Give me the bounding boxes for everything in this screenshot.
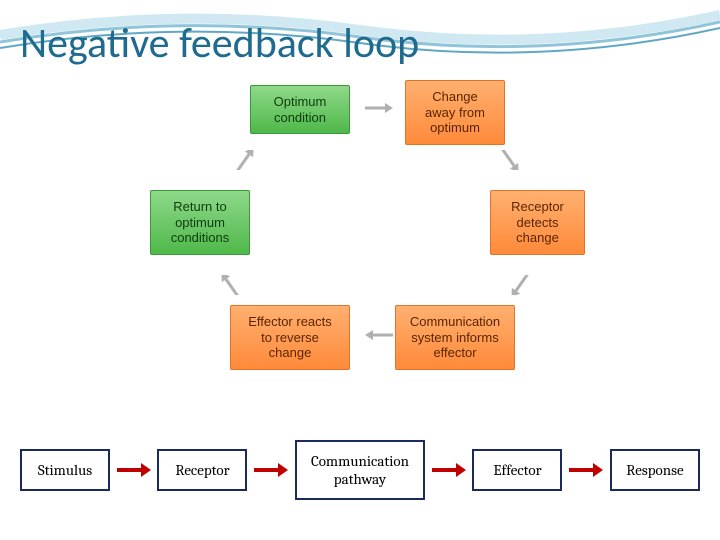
- cycle-diagram: Optimumcondition Changeaway fromoptimum …: [120, 80, 600, 400]
- cycle-arrow: [230, 150, 260, 170]
- cycle-arrow: [363, 98, 393, 118]
- cycle-node-return: Return tooptimumconditions: [150, 190, 250, 255]
- flow-box-response: Response: [610, 449, 700, 491]
- cycle-arrow: [215, 275, 245, 295]
- flow-arrow-icon: [254, 462, 288, 478]
- cycle-arrow: [505, 275, 535, 295]
- cycle-node-effector: Effector reactsto reversechange: [230, 305, 350, 370]
- flow-arrow-icon: [117, 462, 151, 478]
- flow-box-effector: Effector: [472, 449, 562, 491]
- flow-arrow-icon: [432, 462, 466, 478]
- flow-box-stimulus: Stimulus: [20, 449, 110, 491]
- cycle-node-receptor: Receptordetectschange: [490, 190, 585, 255]
- flow-box-receptor: Receptor: [157, 449, 247, 491]
- cycle-node-communication: Communicationsystem informseffector: [395, 305, 515, 370]
- linear-flow: Stimulus Receptor Communicationpathway E…: [20, 440, 700, 500]
- flow-box-communication: Communicationpathway: [295, 440, 425, 500]
- cycle-arrow: [365, 325, 395, 345]
- cycle-arrow: [495, 150, 525, 170]
- cycle-node-optimum: Optimumcondition: [250, 85, 350, 134]
- flow-arrow-icon: [569, 462, 603, 478]
- cycle-node-change: Changeaway fromoptimum: [405, 80, 505, 145]
- page-title: Negative feedback loop: [20, 18, 419, 69]
